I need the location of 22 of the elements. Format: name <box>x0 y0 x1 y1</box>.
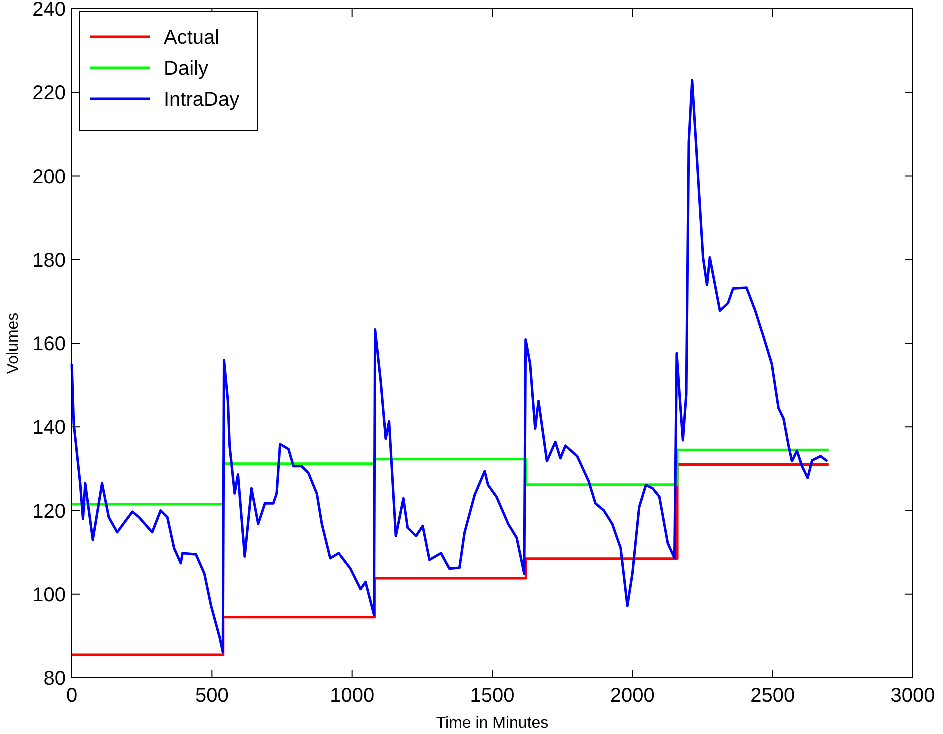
y-tick-label: 140 <box>32 417 66 440</box>
y-tick-label: 220 <box>32 82 66 105</box>
y-tick-label: 180 <box>32 250 66 272</box>
y-tick-label: 240 <box>32 0 66 21</box>
x-tick-label: 2000 <box>610 685 655 707</box>
y-tick-label: 160 <box>32 334 66 356</box>
line-series <box>70 79 829 654</box>
y-tick-label: 80 <box>44 668 66 690</box>
x-tick-label: 3000 <box>890 685 936 707</box>
x-tick-label: 500 <box>195 685 229 707</box>
legend-label: Daily <box>164 58 208 80</box>
legend-label: IntraDay <box>164 89 240 111</box>
x-axis-title: Time in Minutes <box>436 715 549 732</box>
x-tick-label: 2500 <box>750 685 796 707</box>
y-tick-label: 120 <box>32 500 66 523</box>
x-tick-label: 1000 <box>330 685 375 707</box>
y-tick-label: 100 <box>32 584 66 606</box>
x-tick-label: 0 <box>66 685 78 707</box>
x-tick-label: 1500 <box>470 685 515 707</box>
legend-label: Actual <box>164 27 220 49</box>
y-tick-label: 200 <box>32 166 66 188</box>
y-axis-title: Volumes <box>5 312 22 374</box>
